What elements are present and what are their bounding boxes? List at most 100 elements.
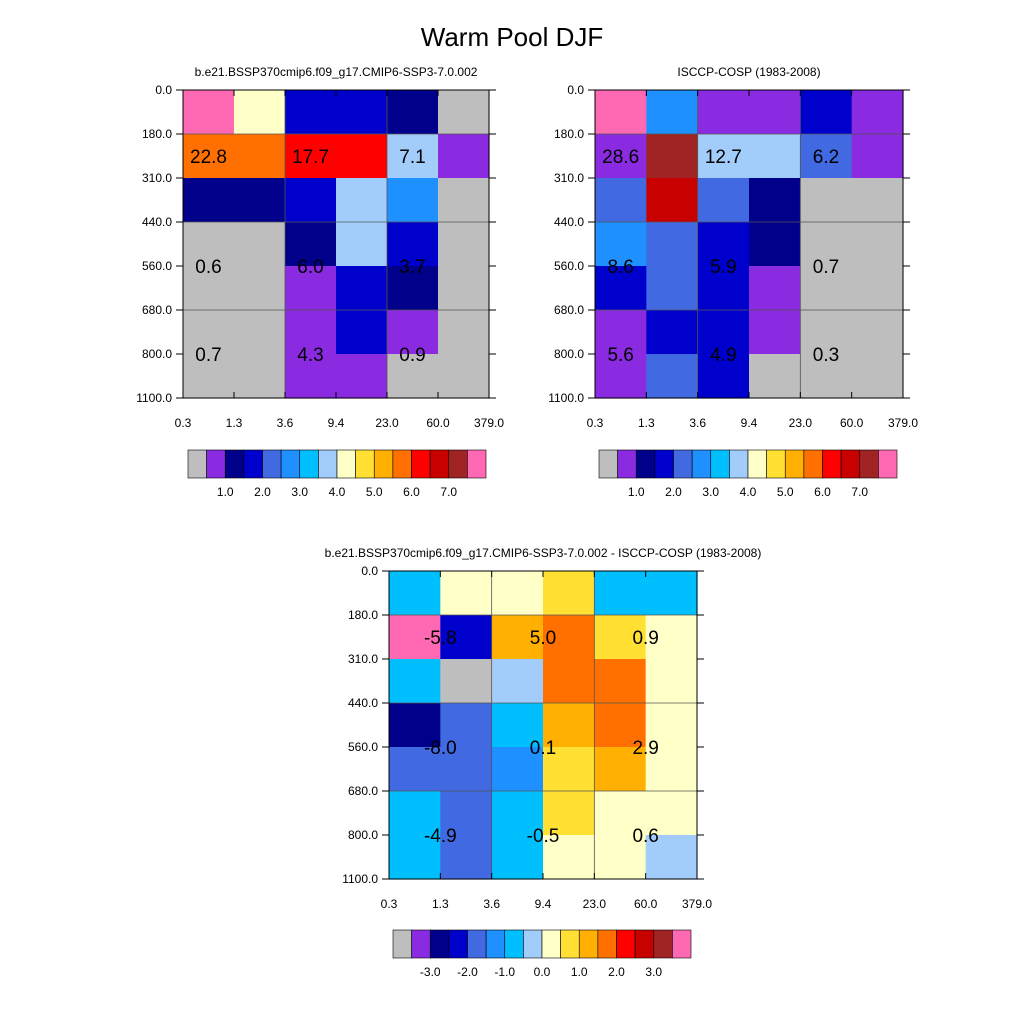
heatmap-cell xyxy=(543,791,595,836)
colorbar-box xyxy=(859,449,879,479)
heatmap-cell xyxy=(387,266,439,311)
heatmap-cell xyxy=(800,266,853,311)
heatmap-cell xyxy=(491,615,544,660)
y-tick-label: 180.0 xyxy=(142,127,172,141)
y-tick-label: 1100.0 xyxy=(342,872,378,886)
heatmap-cell xyxy=(336,266,388,311)
heatmap-cell xyxy=(543,835,595,880)
panel-title: ISCCP-COSP (1983-2008) xyxy=(677,65,820,79)
x-tick-label: 379.0 xyxy=(888,416,918,430)
y-tick-label: 560.0 xyxy=(142,259,172,273)
y-tick-label: 0.0 xyxy=(567,83,584,97)
x-tick-label: 3.6 xyxy=(689,416,706,430)
heatmap-cell xyxy=(336,310,388,355)
x-tick-label: 1.3 xyxy=(226,416,243,430)
figure-title: Warm Pool DJF xyxy=(421,22,604,52)
y-tick-label: 800.0 xyxy=(348,828,378,842)
colorbar-label: 6.0 xyxy=(814,485,831,499)
colorbar-label: 2.0 xyxy=(665,485,682,499)
heatmap-cell xyxy=(749,178,801,223)
heatmap-cell xyxy=(440,791,493,836)
heatmap-cell xyxy=(285,134,337,179)
heatmap-cell xyxy=(491,659,544,704)
y-tick-label: 180.0 xyxy=(348,608,378,622)
heatmap-cell xyxy=(336,354,388,399)
heatmap-cell xyxy=(800,134,853,179)
heatmap-cell xyxy=(491,835,544,880)
heatmap-cell xyxy=(646,90,699,135)
heatmap-cell xyxy=(749,134,801,179)
data-label: 5.6 xyxy=(607,345,633,366)
colorbar-box xyxy=(634,929,655,959)
y-tick-label: 440.0 xyxy=(348,696,378,710)
heatmap-cell xyxy=(387,178,439,223)
colorbar-box xyxy=(504,929,524,959)
colorbar-label: 5.0 xyxy=(366,485,383,499)
heatmap-cell xyxy=(800,90,853,135)
heatmap-cell xyxy=(387,222,439,267)
colorbar-box xyxy=(392,449,412,479)
x-tick-label: 3.6 xyxy=(483,897,500,911)
colorbar-box xyxy=(560,929,580,959)
heatmap-cell xyxy=(438,354,490,399)
heatmap-cell xyxy=(183,266,235,311)
heatmap-cell xyxy=(438,178,490,223)
x-tick-label: 23.0 xyxy=(789,416,813,430)
colorbar-label: -1.0 xyxy=(494,965,515,979)
heatmap-cell xyxy=(491,747,544,792)
data-label: 0.7 xyxy=(195,345,221,366)
data-label: 0.6 xyxy=(632,826,658,847)
heatmap-cell xyxy=(646,134,699,179)
heatmap-cell xyxy=(183,134,235,179)
heatmap-cell xyxy=(645,747,698,792)
heatmap-cell xyxy=(440,659,493,704)
data-label: 5.9 xyxy=(710,257,736,278)
heatmap-cell xyxy=(336,134,388,179)
colorbar-label: 4.0 xyxy=(329,485,346,499)
colorbar-box xyxy=(336,449,356,479)
heatmap-cell xyxy=(595,354,647,399)
data-label: 12.7 xyxy=(705,147,742,168)
x-tick-label: 60.0 xyxy=(426,416,450,430)
colorbar: -3.0 -2.0 -1.0 0.0 1.0 2.0 3.0 xyxy=(392,929,692,979)
colorbar-box xyxy=(654,449,674,479)
heatmap-cell xyxy=(595,178,647,223)
data-label: 8.6 xyxy=(607,257,633,278)
heatmap-cell xyxy=(800,178,853,223)
colorbar-box xyxy=(578,929,599,959)
colorbar-box xyxy=(617,449,637,479)
colorbar-label: 4.0 xyxy=(740,485,757,499)
data-label: 28.6 xyxy=(602,147,639,168)
heatmap-cell xyxy=(183,354,235,399)
x-tick-label: 23.0 xyxy=(583,897,607,911)
heatmap-cell xyxy=(440,747,493,792)
heatmap-cell xyxy=(646,178,699,223)
y-tick-label: 440.0 xyxy=(554,215,584,229)
y-tick-label: 560.0 xyxy=(348,740,378,754)
colorbar-box xyxy=(448,449,468,479)
heatmap-cell xyxy=(387,134,439,179)
data-label: 0.3 xyxy=(813,345,839,366)
heatmap-cell xyxy=(594,615,647,660)
heatmap-cell xyxy=(851,266,904,311)
data-label: -0.5 xyxy=(527,826,560,847)
colorbar: 1.0 2.0 3.0 4.0 5.0 6.0 7.0 xyxy=(187,449,487,499)
heatmap-cell xyxy=(646,266,699,311)
colorbar-label: 7.0 xyxy=(440,485,457,499)
panel-2: ISCCP-COSP (1983-2008) 0.3 1.3 3.6 9.4 23.0 60… xyxy=(548,65,918,499)
y-tick-label: 680.0 xyxy=(554,303,584,317)
heatmap-cell xyxy=(697,178,750,223)
colorbar-label: 2.0 xyxy=(254,485,271,499)
data-label: 17.7 xyxy=(292,147,329,168)
heatmap-cell xyxy=(336,178,388,223)
colorbar-box xyxy=(635,449,656,479)
heatmap-cell xyxy=(594,659,647,704)
heatmap-cell xyxy=(800,310,853,355)
colorbar-label: 3.0 xyxy=(291,485,308,499)
heatmap-cell xyxy=(234,354,286,399)
heatmap-cell xyxy=(389,659,441,704)
colorbar-box xyxy=(747,449,767,479)
colorbar-label: 7.0 xyxy=(851,485,868,499)
heatmap-cell xyxy=(646,310,699,355)
colorbar-box xyxy=(243,449,263,479)
